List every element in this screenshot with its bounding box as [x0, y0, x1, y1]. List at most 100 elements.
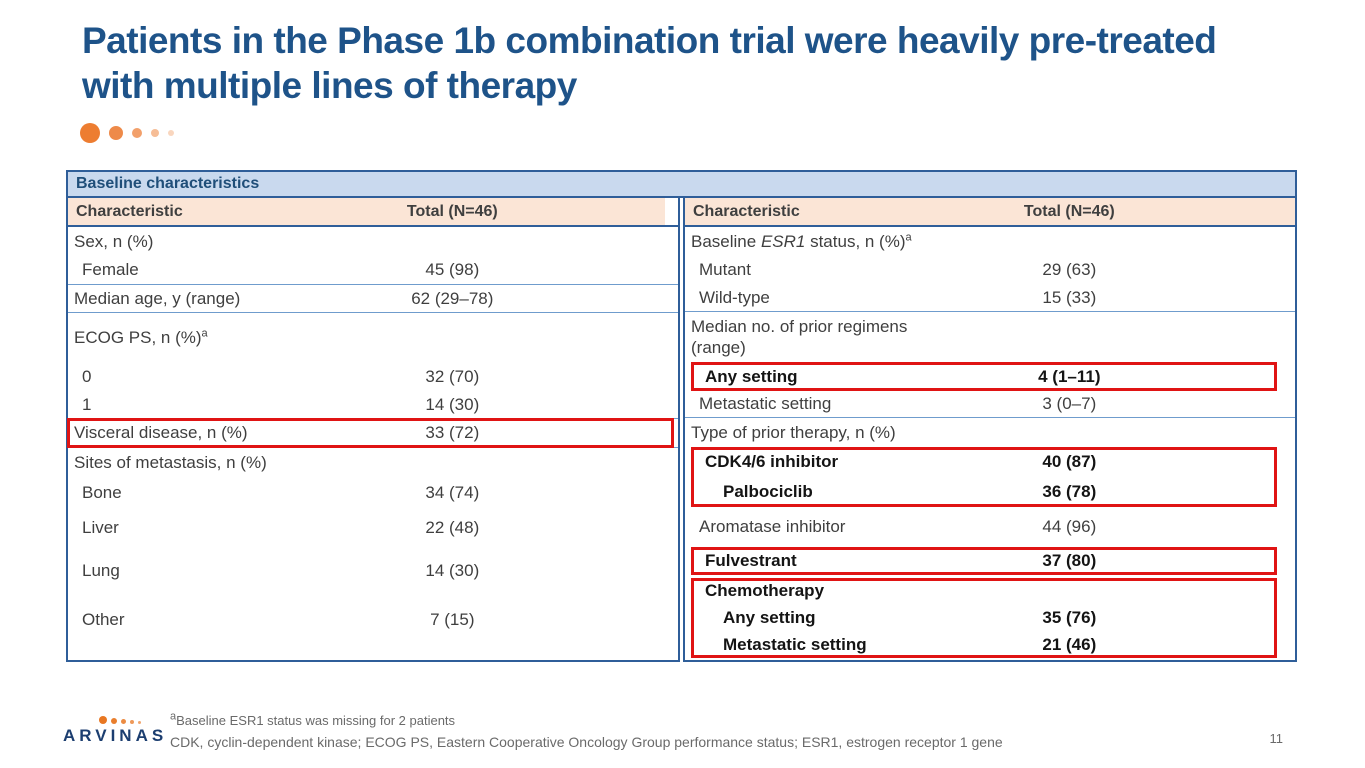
row-label: ECOG PS, n (%)a — [74, 327, 208, 347]
row-label: Sex, n (%) — [74, 231, 154, 251]
row-value: 33 (72) — [425, 423, 480, 442]
row-label: Median no. of prior regimens (range) — [691, 316, 908, 357]
row-label: Baseline ESR1 status, n (%)a — [691, 230, 912, 251]
title-line-1: Patients in the Phase 1b combination tri… — [82, 20, 1217, 61]
row-label: Median age, y (range) — [74, 288, 241, 308]
row-value: 36 (78) — [1042, 482, 1097, 501]
arvinas-logo: ARVINAS — [63, 714, 173, 746]
row-value: 29 (63) — [1042, 260, 1097, 279]
table-title-band: Baseline characteristics — [66, 170, 1297, 198]
row-label: Any setting — [723, 607, 816, 627]
row-value: 4 (1–11) — [1038, 366, 1101, 386]
footnote-marker: a — [170, 710, 177, 723]
table-row: Sex, n (%) — [68, 227, 678, 256]
highlighted-row-group: Any setting 4 (1–11) — [685, 362, 1295, 391]
logo-wordmark: ARVINAS — [63, 726, 168, 745]
highlighted-row-group: Fulvestrant 37 (80) — [685, 547, 1295, 575]
row-value: 34 (74) — [425, 482, 480, 502]
row-value: 62 (29–78) — [411, 288, 494, 308]
right-column-header: Characteristic Total (N=46) — [685, 198, 1295, 227]
table-row: Visceral disease, n (%) 33 (72) — [68, 419, 678, 448]
highlighted-row-group: Chemotherapy Any setting 35 (76) Metasta… — [685, 578, 1295, 658]
accent-dot-icon — [168, 130, 174, 136]
table-row: Median age, y (range) 62 (29–78) — [68, 285, 678, 313]
row-value: 3 (0–7) — [1042, 394, 1097, 413]
table-row: Palbociclib 36 (78) — [685, 477, 1295, 507]
footnote-marker: a — [905, 230, 912, 243]
row-value: 14 (30) — [425, 561, 480, 580]
row-label: CDK4/6 inhibitor — [705, 452, 839, 471]
row-value: 21 (46) — [1042, 634, 1097, 654]
table-row: ECOG PS, n (%)a — [68, 313, 678, 363]
footnote-abbreviations: CDK, cyclin-dependent kinase; ECOG PS, E… — [170, 734, 1003, 750]
table-row: Metastatic setting 21 (46) — [685, 631, 1295, 658]
table-left-half: Characteristic Total (N=46) Sex, n (%) F… — [66, 198, 680, 662]
row-value: 7 (15) — [430, 610, 475, 629]
footnote-marker: a — [201, 327, 208, 340]
row-label: Fulvestrant — [705, 551, 797, 570]
table-right-half: Characteristic Total (N=46) Baseline ESR… — [683, 198, 1297, 662]
page-number: 11 — [1269, 731, 1284, 746]
row-value: 35 (76) — [1042, 607, 1097, 627]
highlighted-row-group: CDK4/6 inhibitor 40 (87) Palbociclib 36 … — [685, 447, 1295, 507]
logo-dots-icon — [63, 714, 173, 724]
right-characteristic-header: Characteristic — [693, 202, 800, 220]
table-row: Lung 14 (30) — [68, 548, 678, 594]
table-row: Baseline ESR1 status, n (%)a — [685, 227, 1295, 256]
logo-dot-icon — [138, 721, 141, 724]
logo-dot-icon — [111, 718, 117, 724]
title-line-2: with multiple lines of therapy — [82, 65, 577, 107]
table-columns: Characteristic Total (N=46) Sex, n (%) F… — [66, 198, 1297, 662]
table-row: Any setting 4 (1–11) — [685, 362, 1295, 391]
table-row: Wild-type 15 (33) — [685, 284, 1295, 312]
left-column-header: Characteristic Total (N=46) — [68, 198, 678, 227]
accent-dot-icon — [151, 129, 159, 137]
row-label: Any setting — [705, 366, 798, 386]
left-characteristic-header: Characteristic — [76, 202, 183, 220]
row-value: 32 (70) — [425, 367, 480, 386]
row-value: 40 (87) — [1042, 452, 1097, 471]
title-accent-dots — [80, 123, 174, 143]
accent-dot-icon — [109, 126, 123, 140]
footnote-esr1: aBaseline ESR1 status was missing for 2 … — [170, 710, 456, 728]
left-total-header: Total (N=46) — [406, 202, 498, 220]
table-row: Median no. of prior regimens (range) — [685, 312, 1295, 362]
row-label: Other — [82, 610, 125, 629]
logo-dot-icon — [121, 719, 126, 724]
row-label: Liver — [82, 518, 119, 537]
row-label: Aromatase inhibitor — [699, 517, 846, 536]
row-value: 37 (80) — [1042, 551, 1097, 570]
table-row: Mutant 29 (63) — [685, 256, 1295, 284]
row-label: Visceral disease, n (%) — [74, 423, 248, 442]
row-value: 45 (98) — [425, 260, 480, 279]
row-value: 44 (96) — [1042, 517, 1097, 536]
logo-dot-icon — [99, 716, 107, 724]
row-label: Metastatic setting — [699, 394, 832, 413]
row-label: 0 — [82, 367, 92, 386]
gene-name: ESR1 — [760, 231, 806, 251]
row-label: Chemotherapy — [705, 581, 825, 600]
row-label: 1 — [82, 394, 92, 414]
table-row: Type of prior therapy, n (%) — [685, 418, 1295, 447]
table-row: Metastatic setting 3 (0–7) — [685, 391, 1295, 418]
table-row: 0 32 (70) — [68, 363, 678, 391]
baseline-characteristics-table: Baseline characteristics Characteristic … — [66, 170, 1297, 662]
row-value: 15 (33) — [1042, 287, 1097, 307]
highlighted-row-group: Visceral disease, n (%) 33 (72) — [67, 418, 678, 448]
row-label: Metastatic setting — [723, 634, 867, 654]
row-label: Type of prior therapy, n (%) — [691, 422, 896, 442]
row-label: Palbociclib — [723, 482, 813, 501]
row-label: Female — [82, 260, 139, 279]
accent-dot-icon — [80, 123, 100, 143]
row-label: Sites of metastasis, n (%) — [74, 452, 267, 472]
accent-dot-icon — [132, 128, 142, 138]
table-row: Sites of metastasis, n (%) — [68, 448, 678, 477]
table-row: 1 14 (30) — [68, 391, 678, 419]
row-label: Lung — [82, 561, 120, 580]
row-label: Bone — [82, 482, 122, 502]
logo-dot-icon — [130, 720, 134, 724]
table-row: Aromatase inhibitor 44 (96) — [685, 507, 1295, 547]
row-value: 22 (48) — [425, 518, 480, 537]
table-row: Chemotherapy — [685, 578, 1295, 604]
